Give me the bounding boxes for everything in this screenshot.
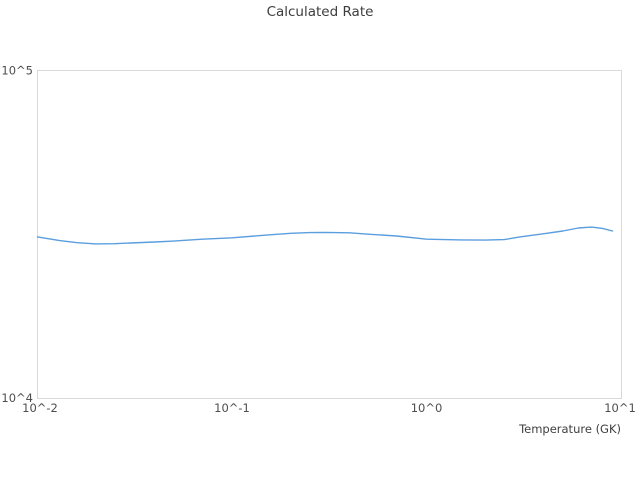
x-tick-1e1: 10^1 — [604, 401, 636, 415]
y-tick-1e5: 10^5 — [1, 64, 33, 78]
chart-title: Calculated Rate — [267, 4, 374, 20]
x-tick-1e0: 10^0 — [411, 401, 443, 415]
x-axis-label: Temperature (GK) — [518, 422, 621, 436]
x-tick-1e-2: 10^-2 — [22, 401, 58, 415]
x-tick-1e-1: 10^-1 — [214, 401, 250, 415]
plot-area-border — [37, 70, 622, 399]
calculated-rate-line — [36, 226, 614, 245]
y-tick-1e4: 10^4 — [1, 391, 33, 405]
